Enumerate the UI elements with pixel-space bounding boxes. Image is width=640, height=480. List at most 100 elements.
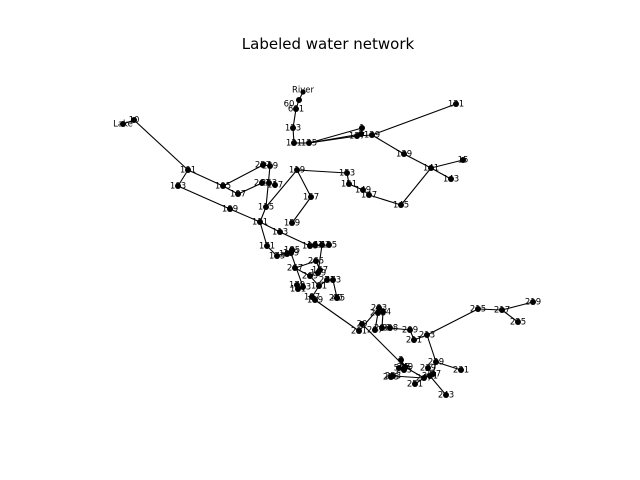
- node-label: 113: [272, 228, 288, 238]
- network-node: [300, 284, 306, 290]
- network-edge: [265, 165, 271, 208]
- network-node: [264, 243, 270, 249]
- node-label: 259: [262, 162, 278, 172]
- network-node: [424, 332, 430, 338]
- network-edge: [291, 196, 312, 224]
- network-edge: [426, 334, 437, 363]
- network-edge: [296, 169, 312, 198]
- node-label: 10: [129, 116, 140, 126]
- node-label: Lake: [113, 120, 133, 130]
- node-label: 207: [367, 326, 383, 336]
- edge-layer: [122, 91, 534, 396]
- network-node: [319, 242, 325, 248]
- network-node: [360, 187, 366, 193]
- network-edge: [361, 323, 406, 368]
- node-label: 129: [364, 131, 380, 141]
- network-node: [277, 229, 283, 235]
- network-node: [499, 307, 505, 313]
- network-node: [379, 325, 385, 331]
- node-label: 161: [307, 241, 323, 251]
- node-label: 261: [254, 179, 270, 189]
- network-node: [131, 117, 137, 123]
- network-edge: [430, 167, 452, 180]
- network-node: [372, 327, 378, 333]
- network-node: [411, 337, 417, 343]
- network-node: [316, 283, 322, 289]
- network-node: [227, 206, 233, 212]
- node-label: 208: [382, 324, 398, 334]
- network-edge: [501, 309, 519, 323]
- network-edge: [222, 164, 264, 187]
- node-label: 237: [425, 370, 441, 380]
- network-edge: [259, 221, 268, 247]
- node-label: 257: [255, 161, 271, 171]
- network-node: [291, 140, 297, 146]
- network-node: [308, 194, 314, 200]
- network-edge: [400, 167, 432, 206]
- node-label: 119: [289, 166, 305, 176]
- node-label: 143: [443, 175, 459, 185]
- node-label: 225: [510, 318, 526, 328]
- network-node: [458, 367, 464, 373]
- node-label: 255: [383, 373, 399, 383]
- node-label: 213: [419, 331, 435, 341]
- node-label: 253: [385, 372, 401, 382]
- node-label: 239: [420, 364, 436, 374]
- network-node: [312, 297, 318, 303]
- network-node: [274, 253, 280, 259]
- network-node: [289, 220, 295, 226]
- node-label: 181: [290, 285, 306, 295]
- node-label: 60: [284, 100, 295, 110]
- node-label: 215: [470, 305, 486, 315]
- network-edge: [265, 169, 298, 208]
- network-node: [460, 157, 466, 163]
- network-node: [376, 305, 382, 311]
- node-label: 101: [180, 166, 196, 176]
- network-edge: [477, 308, 503, 311]
- network-node: [330, 277, 336, 283]
- network-node: [257, 219, 263, 225]
- node-label: 209: [402, 326, 418, 336]
- network-node: [120, 121, 126, 127]
- node-label: 159: [284, 219, 300, 229]
- network-edge: [426, 308, 479, 336]
- network-edge: [177, 185, 231, 210]
- node-label: 199: [307, 296, 323, 306]
- node-label: 157: [303, 193, 319, 203]
- node-label: 111: [252, 218, 268, 228]
- network-node: [388, 374, 394, 380]
- network-edge: [314, 299, 360, 332]
- node-label: 145: [393, 201, 409, 211]
- network-node: [398, 357, 404, 363]
- network-edge: [389, 327, 411, 331]
- network-node: [295, 286, 301, 292]
- node-label: 243: [438, 391, 454, 401]
- network-node: [235, 191, 241, 197]
- node-label: 153: [339, 169, 355, 179]
- node-label: 167: [312, 266, 328, 276]
- network-edge: [429, 375, 447, 396]
- node-label: 125: [301, 139, 317, 149]
- node-label: 231: [453, 366, 469, 376]
- network-edge: [371, 134, 405, 155]
- node-label: 271: [319, 276, 335, 286]
- network-edge: [292, 108, 297, 129]
- node-label: 195: [321, 241, 337, 251]
- network-node: [421, 375, 427, 381]
- node-label: 247: [416, 374, 432, 384]
- node-label: 1: [359, 124, 364, 134]
- network-node: [334, 295, 340, 301]
- node-label: 265: [308, 257, 324, 267]
- node-label: 249: [397, 363, 413, 373]
- node-label: 2: [358, 130, 363, 140]
- network-node: [307, 273, 313, 279]
- network-node: [375, 310, 381, 316]
- node-label: 35: [400, 363, 411, 373]
- node-label: 193: [302, 242, 318, 252]
- node-label: River: [292, 86, 315, 96]
- network-edge: [392, 375, 425, 379]
- network-node: [290, 125, 296, 131]
- node-label: 163: [314, 241, 330, 251]
- network-node: [259, 180, 265, 186]
